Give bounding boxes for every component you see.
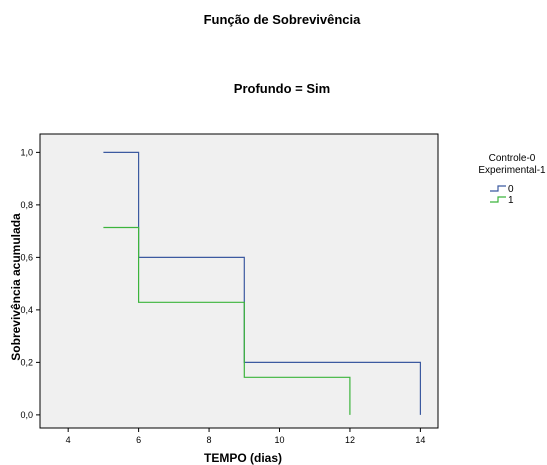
legend-title-line-2: Experimental-1: [478, 165, 546, 176]
x-tick-label: 6: [136, 435, 141, 445]
x-axis-ticks: 4 6 8 10 12 14: [66, 428, 425, 445]
legend-items: 01: [490, 184, 514, 206]
y-tick-label: 1,0: [20, 147, 33, 157]
legend-title-line-1: Controle-0: [489, 153, 536, 164]
series-line-0: [103, 151, 421, 415]
chart-title: Função de Sobrevivência: [204, 12, 362, 27]
y-tick-label: 0,2: [20, 357, 33, 367]
y-tick-label: 0,0: [20, 410, 33, 420]
x-tick-label: 8: [207, 435, 212, 445]
y-tick-label: 0,4: [20, 305, 33, 315]
chart-subtitle: Profundo = Sim: [234, 81, 330, 96]
plot-area: [39, 133, 439, 429]
x-tick-label: 14: [415, 435, 425, 445]
x-tick-label: 12: [345, 435, 355, 445]
x-tick-label: 4: [66, 435, 71, 445]
legend: Controle-0 Experimental-1 01: [478, 153, 546, 206]
series-line-1: [103, 226, 351, 415]
y-tick-label: 0,6: [20, 252, 33, 262]
x-axis-label: TEMPO (dias): [204, 451, 282, 465]
y-axis-ticks: 0,0 0,2 0,4 0,6 0,8 1,0: [20, 147, 40, 420]
x-tick-label: 10: [274, 435, 284, 445]
legend-symbol-0: [490, 185, 506, 192]
y-axis-label: Sobrevivência acumulada: [9, 213, 23, 361]
y-tick-label: 0,8: [20, 200, 33, 210]
series-layer: [103, 151, 421, 415]
legend-label-1: 1: [508, 195, 514, 206]
legend-symbol-1: [490, 196, 506, 203]
legend-label-0: 0: [508, 184, 514, 195]
